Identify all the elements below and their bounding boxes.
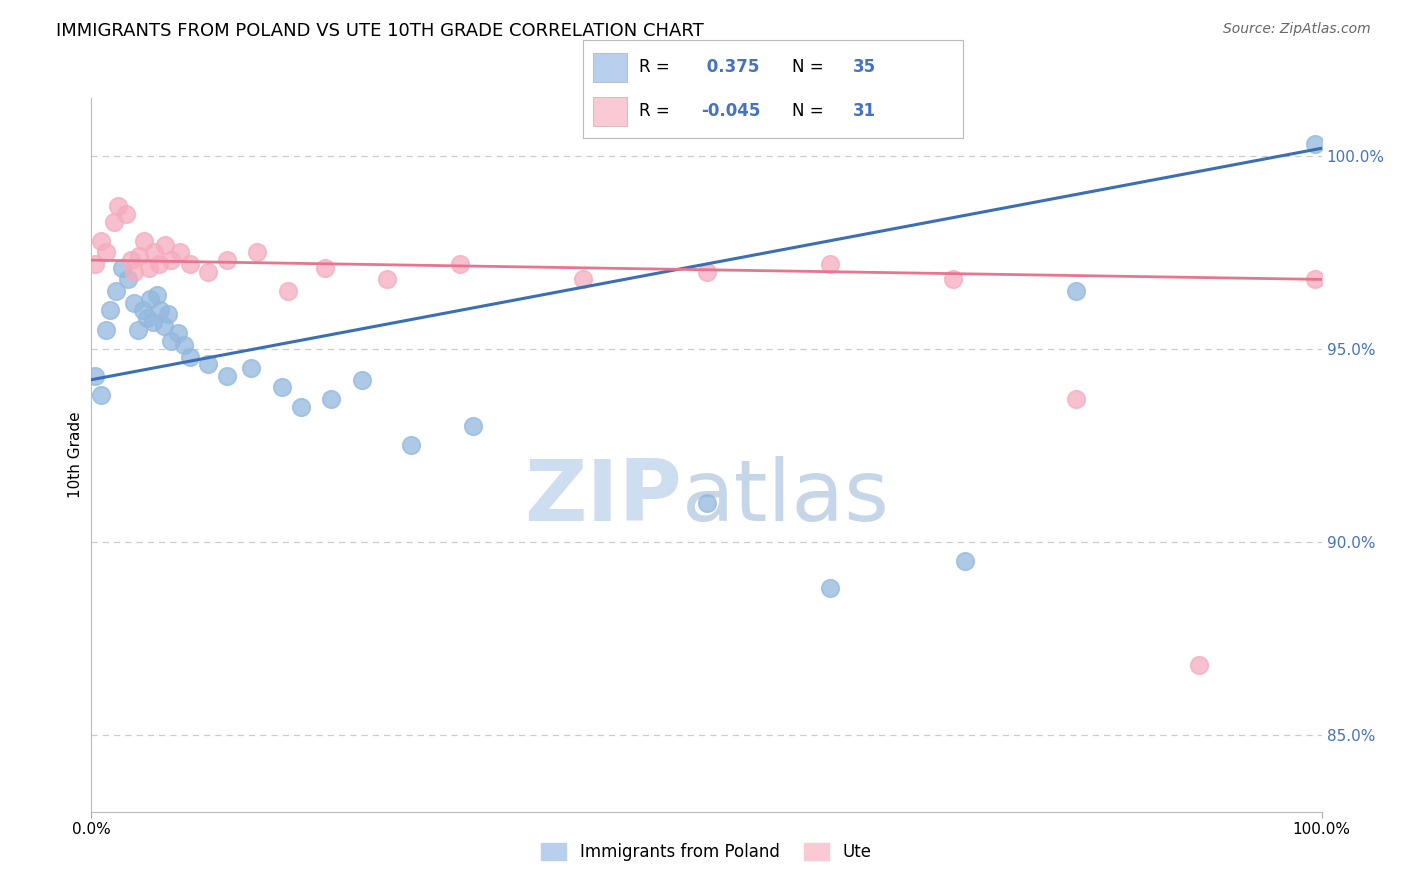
- Point: [156, 307, 179, 321]
- Point: [695, 496, 717, 510]
- Text: 35: 35: [853, 58, 876, 76]
- Text: R =: R =: [638, 58, 669, 76]
- Text: Source: ZipAtlas.com: Source: ZipAtlas.com: [1223, 22, 1371, 37]
- Point: [271, 380, 294, 394]
- Point: [111, 260, 134, 275]
- Point: [149, 303, 172, 318]
- Point: [197, 265, 219, 279]
- Point: [117, 272, 139, 286]
- Point: [179, 350, 201, 364]
- Point: [160, 253, 183, 268]
- Point: [84, 257, 107, 271]
- Point: [142, 315, 165, 329]
- Point: [461, 419, 484, 434]
- Point: [953, 554, 976, 568]
- Point: [179, 257, 201, 271]
- Point: [1064, 392, 1087, 406]
- Point: [818, 257, 841, 271]
- Point: [314, 260, 336, 275]
- Point: [399, 438, 422, 452]
- Point: [128, 249, 150, 263]
- Point: [139, 292, 162, 306]
- Point: [134, 234, 156, 248]
- Point: [173, 338, 195, 352]
- Point: [375, 272, 398, 286]
- Point: [277, 284, 299, 298]
- Point: [105, 284, 127, 298]
- Text: 31: 31: [853, 102, 876, 120]
- Y-axis label: 10th Grade: 10th Grade: [67, 411, 83, 499]
- Point: [818, 581, 841, 595]
- Point: [148, 257, 170, 271]
- Point: [124, 295, 146, 310]
- Legend: Immigrants from Poland, Ute: Immigrants from Poland, Ute: [534, 836, 879, 868]
- Point: [160, 334, 183, 348]
- Point: [103, 214, 125, 228]
- Point: [240, 361, 263, 376]
- Point: [572, 272, 595, 286]
- Point: [1305, 272, 1327, 286]
- Text: IMMIGRANTS FROM POLAND VS UTE 10TH GRADE CORRELATION CHART: IMMIGRANTS FROM POLAND VS UTE 10TH GRADE…: [56, 22, 704, 40]
- Point: [246, 245, 269, 260]
- Point: [120, 253, 142, 268]
- Point: [290, 400, 312, 414]
- Point: [941, 272, 963, 286]
- Point: [98, 303, 121, 318]
- Text: ZIP: ZIP: [524, 456, 682, 540]
- Text: 0.375: 0.375: [702, 58, 759, 76]
- Point: [127, 322, 149, 336]
- Bar: [593, 97, 627, 127]
- Point: [90, 234, 112, 248]
- Point: [153, 237, 177, 252]
- Point: [153, 318, 176, 333]
- Point: [84, 368, 107, 383]
- Point: [1064, 284, 1087, 298]
- Point: [124, 265, 146, 279]
- Point: [132, 303, 155, 318]
- Point: [114, 207, 138, 221]
- Point: [166, 326, 188, 341]
- Point: [107, 199, 129, 213]
- Point: [169, 245, 191, 260]
- Point: [1187, 658, 1209, 673]
- Point: [352, 373, 374, 387]
- Point: [90, 388, 112, 402]
- Text: R =: R =: [638, 102, 669, 120]
- Point: [215, 253, 238, 268]
- Point: [96, 322, 117, 336]
- Point: [138, 260, 160, 275]
- Bar: [593, 53, 627, 82]
- Point: [695, 265, 717, 279]
- Point: [143, 245, 166, 260]
- Point: [145, 288, 167, 302]
- Point: [197, 357, 219, 371]
- Point: [215, 368, 238, 383]
- Text: atlas: atlas: [682, 456, 890, 540]
- Point: [96, 245, 117, 260]
- Point: [449, 257, 471, 271]
- Text: -0.045: -0.045: [702, 102, 761, 120]
- Text: N =: N =: [793, 102, 824, 120]
- Point: [1305, 137, 1327, 152]
- Point: [135, 310, 157, 325]
- Point: [321, 392, 343, 406]
- Text: N =: N =: [793, 58, 824, 76]
